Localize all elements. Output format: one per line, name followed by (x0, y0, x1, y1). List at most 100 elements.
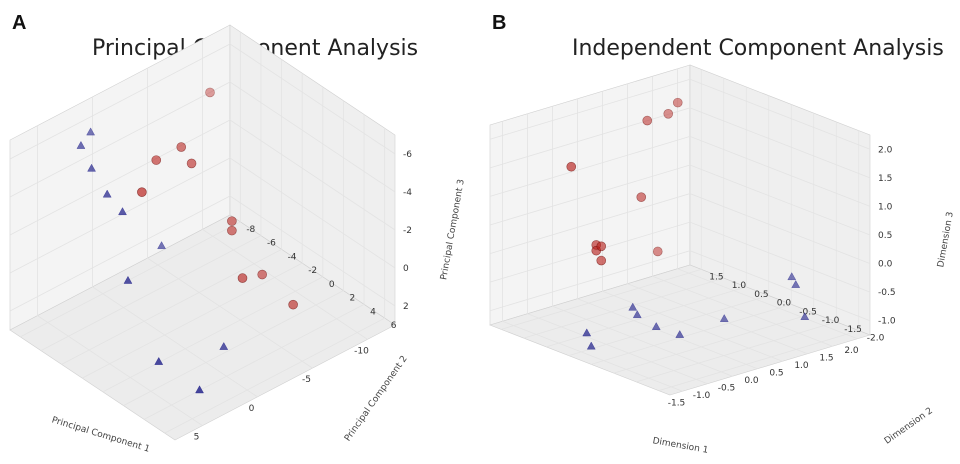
x-tick-label: 1.0 (794, 361, 809, 371)
gridline-z (489, 221, 871, 293)
gridline-x (627, 83, 808, 355)
data-point-triangle (76, 140, 86, 149)
y-tick-label: 1.0 (732, 281, 747, 291)
gridline-z (9, 43, 396, 160)
data-point-circle (596, 255, 607, 266)
data-point-circle (151, 155, 162, 165)
gridline-z (489, 136, 871, 207)
y-tick-label: 0 (329, 280, 335, 290)
gridline-y (523, 78, 725, 339)
z-tick-label: -4 (403, 188, 412, 198)
gridline-z (9, 195, 396, 312)
data-point-circle (186, 158, 197, 169)
x-axis-label: Dimension 1 (652, 436, 709, 456)
panel-letter: A (12, 12, 27, 34)
z-tick-label: -6 (403, 150, 412, 160)
x-tick-label: 5 (194, 433, 200, 443)
ica-3d-scatter-plot: -1.5-1.0-0.50.00.51.01.52.0-2.0-1.5-1.0-… (489, 64, 956, 456)
data-point-circle (257, 269, 267, 280)
data-point-triangle (86, 127, 96, 136)
y-tick-label: -8 (246, 225, 255, 235)
x-tick-label: 0.0 (744, 376, 759, 386)
gridline-y (164, 128, 386, 434)
data-point-triangle (719, 314, 729, 322)
data-point-triangle (632, 310, 642, 319)
gridline-x (92, 96, 258, 398)
gridline-x (502, 121, 683, 392)
data-point-circle (642, 115, 653, 126)
gridline-y (546, 86, 747, 348)
gridline-x (552, 106, 733, 377)
z-axis-label: Principal Component 3 (439, 179, 467, 281)
z-tick-label: 1.5 (878, 174, 892, 184)
data-point-triangle (675, 329, 685, 338)
x-tick-label: 0.5 (769, 368, 783, 378)
z-axis-label: Dimension 3 (936, 211, 956, 268)
data-point-circle (227, 225, 237, 236)
x-tick-label: 0 (249, 404, 255, 414)
data-point-circle (652, 246, 663, 257)
gridline-x (602, 91, 783, 362)
y-axis-label: Dimension 2 (883, 406, 935, 447)
y-tick-label: 4 (370, 307, 376, 317)
data-point-circle (663, 109, 674, 119)
data-point-circle (596, 241, 607, 252)
z-tick-label: -2 (403, 226, 412, 236)
y-tick-label: -0.5 (799, 307, 817, 317)
data-point-circle (237, 273, 248, 283)
gridline-x (37, 125, 203, 426)
z-tick-label: 1.0 (878, 202, 893, 212)
data-point-triangle (87, 163, 96, 172)
panel-letter: B (492, 12, 507, 34)
x-tick-label: -0.5 (718, 383, 736, 393)
data-point-triangle (154, 356, 164, 365)
panel-pca: A Principal Component Analysis 50-5-1064… (9, 12, 467, 455)
gridline-y (123, 100, 344, 406)
z-tick-label: 0.5 (878, 231, 892, 241)
y-axis-label: Principal Component 2 (343, 354, 410, 443)
gridline-z (489, 78, 871, 150)
x-tick-label: -10 (354, 346, 369, 356)
x-tick-label: -1.5 (668, 398, 686, 408)
y-tick-label: 0.5 (754, 290, 768, 300)
data-point-circle (288, 299, 298, 310)
data-point-triangle (118, 207, 127, 216)
gridline-y (143, 114, 365, 420)
y-tick-label: -2 (308, 266, 317, 276)
data-point-circle (137, 187, 147, 197)
gridline-x (577, 98, 758, 370)
pca-3d-scatter-plot: 5 0 -5 -10 6 4 2 0 -2 -4 -6 -8 2 0 -2 -4 -6 Principal Com… (9, 24, 467, 455)
gridline-x (202, 39, 368, 340)
gridline-y (102, 86, 324, 393)
x-tick-label: -1.0 (693, 391, 711, 401)
data-point-triangle (157, 241, 166, 250)
data-point-triangle (219, 341, 229, 350)
gridline-y (591, 104, 792, 365)
gridline-z (489, 193, 871, 264)
gridline-y (40, 45, 262, 351)
x-tick-label: 1.5 (819, 353, 833, 363)
gridline-y (658, 130, 860, 392)
y-tick-label: -1.0 (822, 316, 840, 326)
data-point-triangle (651, 322, 661, 330)
gridline-x (527, 113, 708, 385)
floor-pane (9, 214, 396, 441)
y-tick-label: -6 (267, 239, 276, 249)
gridline-y (613, 113, 815, 374)
gridline-x (677, 68, 858, 340)
x-tick-label: 2.0 (844, 346, 859, 356)
z-tick-label: -1.0 (878, 317, 896, 327)
gridline-z (9, 119, 396, 236)
data-point-triangle (102, 189, 112, 198)
data-point-circle (636, 192, 647, 202)
y-tick-label: 6 (391, 321, 397, 331)
y-tick-label: 0.0 (777, 299, 792, 309)
data-point-triangle (582, 328, 592, 337)
y-tick-label: -2.0 (867, 334, 885, 344)
gridline-x (147, 68, 313, 369)
gridline-z (489, 107, 871, 179)
gridline-y (20, 31, 241, 338)
chart-title: Independent Component Analysis (572, 36, 944, 61)
gridline-z (9, 157, 396, 274)
z-tick-label: 2.0 (878, 145, 893, 155)
